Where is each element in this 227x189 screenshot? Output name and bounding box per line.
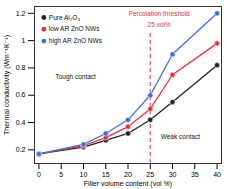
- svg-text:30: 30: [169, 171, 177, 178]
- svg-text:35: 35: [191, 171, 199, 178]
- svg-text:1: 1: [22, 37, 26, 44]
- svg-text:25: 25: [146, 171, 154, 178]
- svg-text:Percolation threshold: Percolation threshold: [129, 10, 190, 17]
- svg-text:0.6: 0.6: [16, 91, 26, 98]
- svg-text:Thermal conductivity (Wm⁻¹K⁻¹): Thermal conductivity (Wm⁻¹K⁻¹): [3, 35, 11, 135]
- svg-text:0.2: 0.2: [16, 146, 26, 153]
- svg-text:low AR ZnO NWs: low AR ZnO NWs: [49, 25, 100, 32]
- svg-text:0: 0: [37, 171, 41, 178]
- svg-text:10: 10: [80, 171, 88, 178]
- svg-text:1.2: 1.2: [16, 10, 26, 17]
- svg-text:25 vol%: 25 vol%: [148, 21, 171, 28]
- svg-text:0.4: 0.4: [16, 119, 26, 126]
- svg-text:Pure Al₂O₃: Pure Al₂O₃: [49, 14, 81, 21]
- svg-text:0.8: 0.8: [16, 64, 26, 71]
- svg-text:20: 20: [124, 171, 132, 178]
- svg-text:Tough contact: Tough contact: [55, 73, 96, 81]
- svg-text:Filler volume content (vol %): Filler volume content (vol %): [84, 180, 172, 188]
- svg-text:Weak contact: Weak contact: [161, 133, 200, 140]
- svg-text:high AR ZnO NWs: high AR ZnO NWs: [49, 37, 103, 45]
- svg-text:15: 15: [102, 171, 110, 178]
- svg-text:5: 5: [59, 171, 63, 178]
- svg-text:40: 40: [213, 171, 221, 178]
